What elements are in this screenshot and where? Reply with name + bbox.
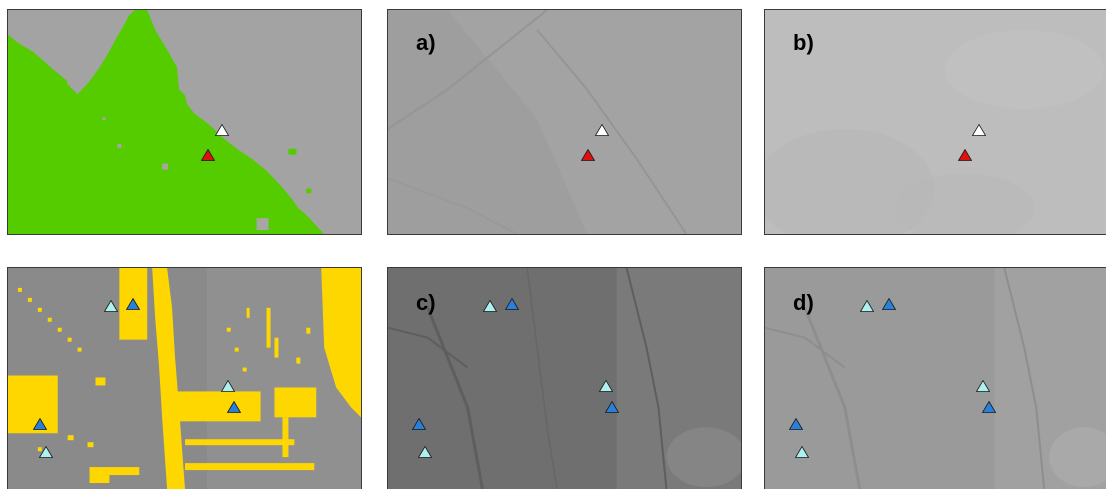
marker-light-cyan bbox=[976, 380, 990, 392]
panel-label-d: d) bbox=[793, 290, 814, 315]
panel-c: c) bbox=[387, 267, 742, 489]
marker-red bbox=[958, 149, 972, 161]
marker-light-cyan bbox=[418, 446, 432, 458]
marker-blue bbox=[789, 418, 803, 430]
dem-image-b bbox=[765, 10, 1106, 234]
marker-light-cyan bbox=[795, 446, 809, 458]
panel-b: b) bbox=[764, 9, 1106, 235]
panel-label-c: c) bbox=[416, 290, 436, 315]
marker-white bbox=[215, 124, 229, 136]
marker-red bbox=[201, 149, 215, 161]
marker-light-cyan bbox=[860, 300, 874, 312]
green-overlay-region bbox=[8, 10, 325, 234]
marker-blue bbox=[982, 401, 996, 413]
marker-light-cyan bbox=[599, 380, 613, 392]
marker-blue bbox=[227, 401, 241, 413]
dem-image-top-left bbox=[8, 10, 361, 234]
marker-light-cyan bbox=[104, 300, 118, 312]
panel-label-a: a) bbox=[416, 30, 436, 55]
marker-blue bbox=[505, 298, 519, 310]
dem-image-bottom-left bbox=[8, 268, 361, 489]
marker-blue bbox=[412, 418, 426, 430]
marker-light-cyan bbox=[483, 300, 497, 312]
marker-white bbox=[972, 124, 986, 136]
panel-d: d) bbox=[764, 267, 1106, 489]
marker-blue bbox=[33, 418, 47, 430]
green-overlay-line bbox=[8, 39, 68, 86]
marker-blue bbox=[126, 298, 140, 310]
dem-image-d bbox=[765, 268, 1106, 489]
marker-red bbox=[581, 149, 595, 161]
panel-top-left bbox=[7, 9, 362, 235]
panel-bottom-left bbox=[7, 267, 362, 489]
panel-a: a) bbox=[387, 9, 742, 235]
yellow-overlay bbox=[8, 268, 361, 489]
marker-light-cyan bbox=[221, 380, 235, 392]
dem-image-c bbox=[388, 268, 741, 489]
marker-blue bbox=[605, 401, 619, 413]
marker-light-cyan bbox=[39, 446, 53, 458]
marker-blue bbox=[882, 298, 896, 310]
dem-image-a bbox=[388, 10, 741, 234]
panel-label-b: b) bbox=[793, 30, 814, 55]
marker-white bbox=[595, 124, 609, 136]
